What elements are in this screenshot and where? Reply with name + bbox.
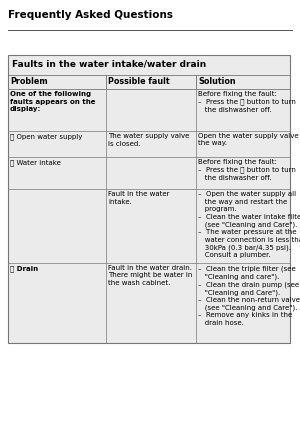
Text: –  Open the water supply all
   the way and restart the
   program.
–  Clean the: – Open the water supply all the way and …: [198, 191, 300, 258]
Text: Problem: Problem: [10, 77, 48, 86]
Bar: [8, 55, 290, 343]
Text: The water supply valve
is closed.: The water supply valve is closed.: [108, 133, 189, 147]
Text: –  Clean the triple filter (see
   "Cleaning and care").
–  Clean the drain pump: – Clean the triple filter (see "Cleaning…: [198, 265, 300, 326]
Text: ⓘ Open water supply: ⓘ Open water supply: [10, 133, 83, 139]
Text: Faults in the water intake/water drain: Faults in the water intake/water drain: [12, 59, 206, 68]
Text: ⓘ Drain: ⓘ Drain: [10, 265, 38, 272]
Text: Fault in the water drain.
There might be water in
the wash cabinet.: Fault in the water drain. There might be…: [108, 265, 192, 286]
Text: Frequently Asked Questions: Frequently Asked Questions: [8, 10, 173, 20]
Text: Before fixing the fault:
–  Press the ⓘ button to turn
   the dishwasher off.: Before fixing the fault: – Press the ⓘ b…: [198, 159, 296, 181]
Text: Solution: Solution: [198, 77, 236, 86]
Text: Possible fault: Possible fault: [108, 77, 170, 86]
Text: One of the following
faults appears on the
display:: One of the following faults appears on t…: [10, 91, 95, 112]
Text: Before fixing the fault:
–  Press the ⓘ button to turn
   the dishwasher off.: Before fixing the fault: – Press the ⓘ b…: [198, 91, 296, 113]
Text: Fault in the water
intake.: Fault in the water intake.: [108, 191, 170, 204]
Text: Open the water supply valve all
the way.: Open the water supply valve all the way.: [198, 133, 300, 147]
Text: ⓘ Water intake: ⓘ Water intake: [10, 159, 61, 166]
